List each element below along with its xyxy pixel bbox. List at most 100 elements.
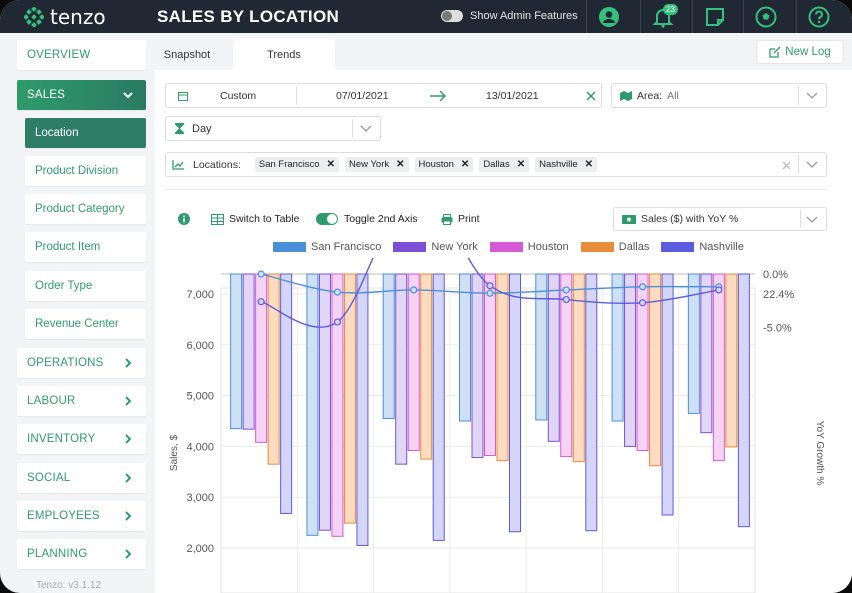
toggle-2nd-axis[interactable]: Toggle 2nd Axis bbox=[316, 213, 418, 225]
point-san-francisco bbox=[486, 289, 494, 297]
admin-features-toggle[interactable]: Show Admin Features bbox=[441, 10, 578, 22]
toggle-2nd-axis-label: Toggle 2nd Axis bbox=[344, 213, 418, 225]
print-icon bbox=[441, 213, 453, 225]
remove-icon[interactable]: ✕ bbox=[460, 159, 470, 170]
sidebar-item-inventory[interactable]: INVENTORY bbox=[17, 424, 146, 454]
y-axis-tick-label: 6,000 bbox=[186, 340, 214, 352]
legend-item[interactable]: San Francisco bbox=[273, 241, 381, 253]
print-button[interactable]: Print bbox=[441, 213, 480, 225]
clear-icon[interactable] bbox=[782, 161, 791, 170]
logo-text: tenzo bbox=[50, 4, 106, 29]
legend-item[interactable]: Nashville bbox=[661, 241, 744, 253]
settings-button[interactable] bbox=[743, 0, 787, 33]
notifications-button[interactable]: 23 bbox=[640, 0, 684, 33]
sidebar-item-label: EMPLOYEES bbox=[27, 510, 100, 522]
top-bar: tenzo SALES BY LOCATION Show Admin Featu… bbox=[0, 0, 852, 33]
admin-toggle-label: Show Admin Features bbox=[470, 10, 578, 22]
legend-item[interactable]: Dallas bbox=[580, 241, 649, 253]
legend-swatch bbox=[489, 242, 523, 252]
y-axis-tick-label: 7,000 bbox=[186, 289, 214, 301]
location-tag-label: San Francisco bbox=[258, 159, 320, 170]
location-tag[interactable]: Houston ✕ bbox=[414, 157, 474, 172]
help-button[interactable] bbox=[796, 0, 840, 33]
bar-houston bbox=[636, 273, 649, 451]
profile-button[interactable] bbox=[586, 0, 630, 33]
new-log-button[interactable]: New Log bbox=[756, 40, 844, 64]
granularity-value: Day bbox=[192, 122, 212, 135]
legend-swatch bbox=[580, 242, 614, 252]
tab-snapshot[interactable]: Snapshot bbox=[155, 39, 219, 70]
notes-button[interactable] bbox=[692, 0, 736, 33]
bar-dallas bbox=[343, 273, 356, 524]
date-range-picker[interactable]: Custom 07/01/2021 13/01/2021 bbox=[165, 83, 602, 108]
help-icon bbox=[808, 6, 829, 27]
location-tag[interactable]: Dallas ✕ bbox=[479, 157, 530, 172]
date-mode[interactable]: Custom bbox=[220, 89, 257, 102]
location-tag-label: New York bbox=[349, 159, 390, 170]
sidebar-item-label: PLANNING bbox=[27, 548, 88, 560]
chart-icon bbox=[172, 159, 184, 170]
remove-icon[interactable]: ✕ bbox=[584, 159, 594, 170]
divider bbox=[352, 119, 353, 138]
point-san-francisco bbox=[562, 286, 570, 294]
legend-swatch bbox=[661, 242, 695, 252]
point-nashville bbox=[715, 286, 723, 294]
clear-icon[interactable] bbox=[586, 91, 596, 101]
sidebar-item-sales[interactable]: SALES bbox=[17, 80, 146, 110]
location-tag[interactable]: New York ✕ bbox=[345, 157, 409, 172]
chevron-right-icon bbox=[125, 434, 132, 444]
location-tag[interactable]: Nashville ✕ bbox=[535, 157, 598, 172]
sidebar-item-overview[interactable]: OVERVIEW bbox=[17, 40, 146, 70]
tab-label: Snapshot bbox=[163, 48, 211, 61]
metric-select[interactable]: Sales ($) with YoY % bbox=[613, 207, 827, 231]
sidebar-item-social[interactable]: SOCIAL bbox=[17, 463, 146, 493]
sidebar-item-product-category[interactable]: Product Category bbox=[25, 194, 146, 224]
bar-houston bbox=[407, 273, 420, 451]
area-select[interactable]: Area: All bbox=[611, 83, 827, 108]
bar-new-york bbox=[471, 273, 484, 459]
sidebar-item-order-type[interactable]: Order Type bbox=[25, 271, 146, 301]
divider bbox=[165, 189, 827, 190]
sidebar-item-labour[interactable]: LABOUR bbox=[17, 386, 146, 416]
legend-label: San Francisco bbox=[311, 241, 382, 253]
granularity-select[interactable]: Day bbox=[165, 116, 381, 141]
date-from-input[interactable]: 07/01/2021 bbox=[336, 89, 389, 102]
remove-icon[interactable]: ✕ bbox=[516, 159, 526, 170]
chevron-down-icon bbox=[806, 161, 818, 168]
tab-strip: Snapshot Trends New Log bbox=[155, 33, 852, 70]
y-axis-title: Sales, $ bbox=[169, 434, 180, 471]
bar-san-francisco bbox=[535, 273, 548, 421]
remove-icon[interactable]: ✕ bbox=[326, 159, 335, 170]
locations-multiselect[interactable]: Locations: San Francisco ✕ New York ✕ Hous… bbox=[165, 152, 827, 177]
y-axis-tick-label: 3,000 bbox=[186, 492, 214, 504]
toggle-switch[interactable] bbox=[316, 213, 338, 225]
date-to-input[interactable]: 13/01/2021 bbox=[486, 89, 539, 102]
sidebar-item-planning[interactable]: PLANNING bbox=[17, 539, 146, 569]
sidebar-item-product-item[interactable]: Product Item bbox=[25, 232, 146, 262]
sidebar-item-employees[interactable]: EMPLOYEES bbox=[17, 501, 146, 531]
chevron-right-icon bbox=[125, 473, 132, 483]
logo[interactable]: tenzo bbox=[24, 5, 144, 29]
sidebar-item-location[interactable]: Location bbox=[25, 118, 146, 148]
sidebar-item-revenue-center[interactable]: Revenue Center bbox=[25, 309, 146, 339]
divider bbox=[798, 86, 799, 105]
toggle-switch[interactable] bbox=[441, 10, 463, 22]
sidebar-item-product-division[interactable]: Product Division bbox=[25, 156, 146, 186]
bar-san-francisco bbox=[230, 273, 243, 430]
location-tag[interactable]: San Francisco ✕ bbox=[254, 157, 339, 172]
legend-item[interactable]: Houston bbox=[489, 241, 569, 253]
info-button[interactable] bbox=[178, 213, 190, 225]
sidebar-item-operations[interactable]: OPERATIONS bbox=[17, 348, 146, 378]
remove-icon[interactable]: ✕ bbox=[396, 159, 405, 170]
legend-item[interactable]: New York bbox=[393, 241, 478, 253]
switch-to-table-button[interactable]: Switch to Table bbox=[211, 213, 299, 225]
y-axis-tick-label: 2,000 bbox=[186, 543, 214, 555]
sidebar-item-label: SOCIAL bbox=[27, 472, 71, 484]
switch-to-table-label: Switch to Table bbox=[229, 213, 300, 225]
point-san-francisco bbox=[410, 286, 418, 294]
tenzo-logo-icon bbox=[24, 6, 44, 27]
tab-trends[interactable]: Trends bbox=[233, 39, 335, 70]
sidebar-item-label: LABOUR bbox=[27, 395, 76, 407]
bar-san-francisco bbox=[459, 273, 471, 422]
y-axis-tick-label: 5,000 bbox=[186, 391, 214, 403]
